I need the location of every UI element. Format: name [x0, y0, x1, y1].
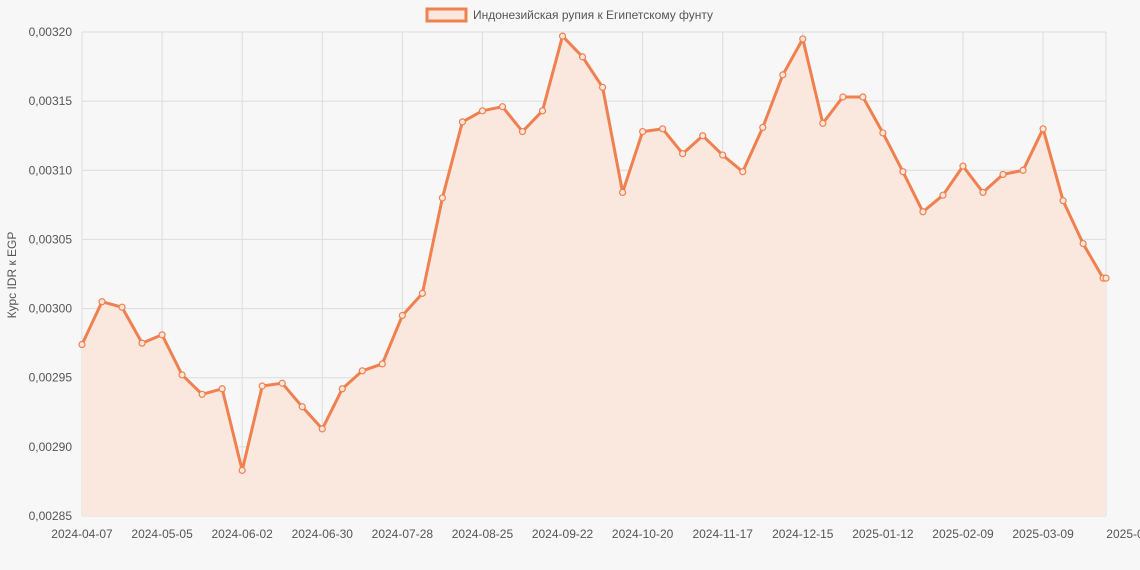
x-tick-label: 2024-06-30: [292, 527, 354, 541]
data-point[interactable]: [158, 331, 166, 339]
data-point[interactable]: [478, 107, 487, 115]
data-point[interactable]: [839, 93, 847, 101]
x-tick-label: 2024-07-28: [372, 527, 434, 541]
data-point[interactable]: [338, 385, 346, 393]
data-point[interactable]: [378, 360, 386, 368]
data-point[interactable]: [1102, 274, 1110, 282]
data-point[interactable]: [218, 385, 226, 393]
data-point[interactable]: [458, 118, 467, 126]
x-tick-label: 2025-01-12: [852, 527, 914, 541]
data-point[interactable]: [138, 339, 146, 347]
legend-swatch[interactable]: [425, 7, 468, 23]
y-tick-label: 0,00295: [29, 371, 73, 385]
y-tick-label: 0,00315: [29, 94, 73, 108]
data-point[interactable]: [979, 188, 987, 197]
data-point[interactable]: [178, 371, 186, 379]
data-point[interactable]: [318, 425, 326, 433]
data-point[interactable]: [518, 127, 527, 136]
data-point[interactable]: [859, 93, 867, 101]
x-tick-label: 2025-03-31: [1106, 527, 1140, 541]
data-point[interactable]: [498, 103, 507, 111]
data-point[interactable]: [558, 32, 567, 40]
series-points: [78, 32, 1110, 474]
x-tick-label: 2024-12-15: [772, 527, 834, 541]
x-tick-label: 2024-04-07: [51, 527, 113, 541]
legend[interactable]: Индонезийская рупия к Египетскому фунту: [425, 7, 713, 23]
data-point[interactable]: [939, 191, 947, 199]
x-axis-ticks: 2024-04-07 2024-05-05 2024-06-02 2024-06-30…: [51, 527, 1140, 541]
data-point[interactable]: [799, 35, 807, 43]
data-point[interactable]: [398, 311, 406, 320]
y-tick-label: 0,00320: [29, 25, 73, 39]
data-point[interactable]: [639, 127, 647, 136]
data-point[interactable]: [438, 194, 447, 202]
data-point[interactable]: [278, 379, 286, 387]
x-tick-label: 2024-06-02: [211, 527, 273, 541]
data-point[interactable]: [358, 367, 366, 375]
y-tick-label: 0,00300: [29, 302, 73, 316]
data-point[interactable]: [659, 125, 667, 133]
data-point[interactable]: [238, 466, 246, 474]
data-point[interactable]: [619, 188, 627, 197]
legend-label[interactable]: Индонезийская рупия к Египетскому фунту: [473, 8, 713, 22]
y-axis-title: Курс IDR к EGP: [5, 232, 19, 319]
x-tick-label: 2025-02-09: [932, 527, 994, 541]
data-point[interactable]: [578, 53, 587, 61]
data-point[interactable]: [1079, 239, 1087, 248]
data-point[interactable]: [899, 168, 907, 176]
data-point[interactable]: [959, 162, 967, 170]
x-tick-label: 2024-09-22: [532, 527, 594, 541]
y-tick-label: 0,00305: [29, 232, 73, 246]
y-axis-ticks: 0,00285 0,00290 0,00295 0,00300 0,00305 0,003…: [29, 25, 73, 523]
data-point[interactable]: [679, 150, 687, 158]
data-point[interactable]: [999, 170, 1007, 179]
x-tick-label: 2025-03-09: [1012, 527, 1074, 541]
series-area-fill: [82, 36, 1106, 516]
data-point[interactable]: [739, 168, 747, 176]
data-point[interactable]: [298, 403, 306, 411]
data-point[interactable]: [879, 129, 887, 137]
data-point[interactable]: [538, 107, 547, 115]
x-tick-label: 2024-08-25: [452, 527, 514, 541]
x-tick-label: 2024-11-17: [692, 527, 753, 541]
x-tick-label: 2024-10-20: [612, 527, 674, 541]
y-tick-label: 0,00285: [29, 509, 73, 523]
data-point[interactable]: [418, 289, 426, 297]
data-point[interactable]: [258, 382, 266, 390]
data-point[interactable]: [1059, 197, 1067, 205]
x-tick-label: 2024-05-05: [131, 527, 193, 541]
data-point[interactable]: [118, 303, 126, 311]
data-point[interactable]: [819, 119, 827, 127]
data-point[interactable]: [699, 132, 707, 140]
data-point[interactable]: [719, 151, 727, 159]
data-point[interactable]: [759, 123, 767, 132]
data-point[interactable]: [1039, 125, 1047, 133]
data-point[interactable]: [198, 390, 206, 398]
y-tick-label: 0,00310: [29, 163, 73, 177]
data-point[interactable]: [598, 83, 607, 91]
data-point[interactable]: [78, 340, 86, 349]
data-point[interactable]: [779, 71, 787, 79]
data-point[interactable]: [98, 298, 106, 306]
data-point[interactable]: [919, 208, 927, 216]
y-tick-label: 0,00290: [29, 440, 73, 454]
data-point[interactable]: [1019, 166, 1027, 174]
